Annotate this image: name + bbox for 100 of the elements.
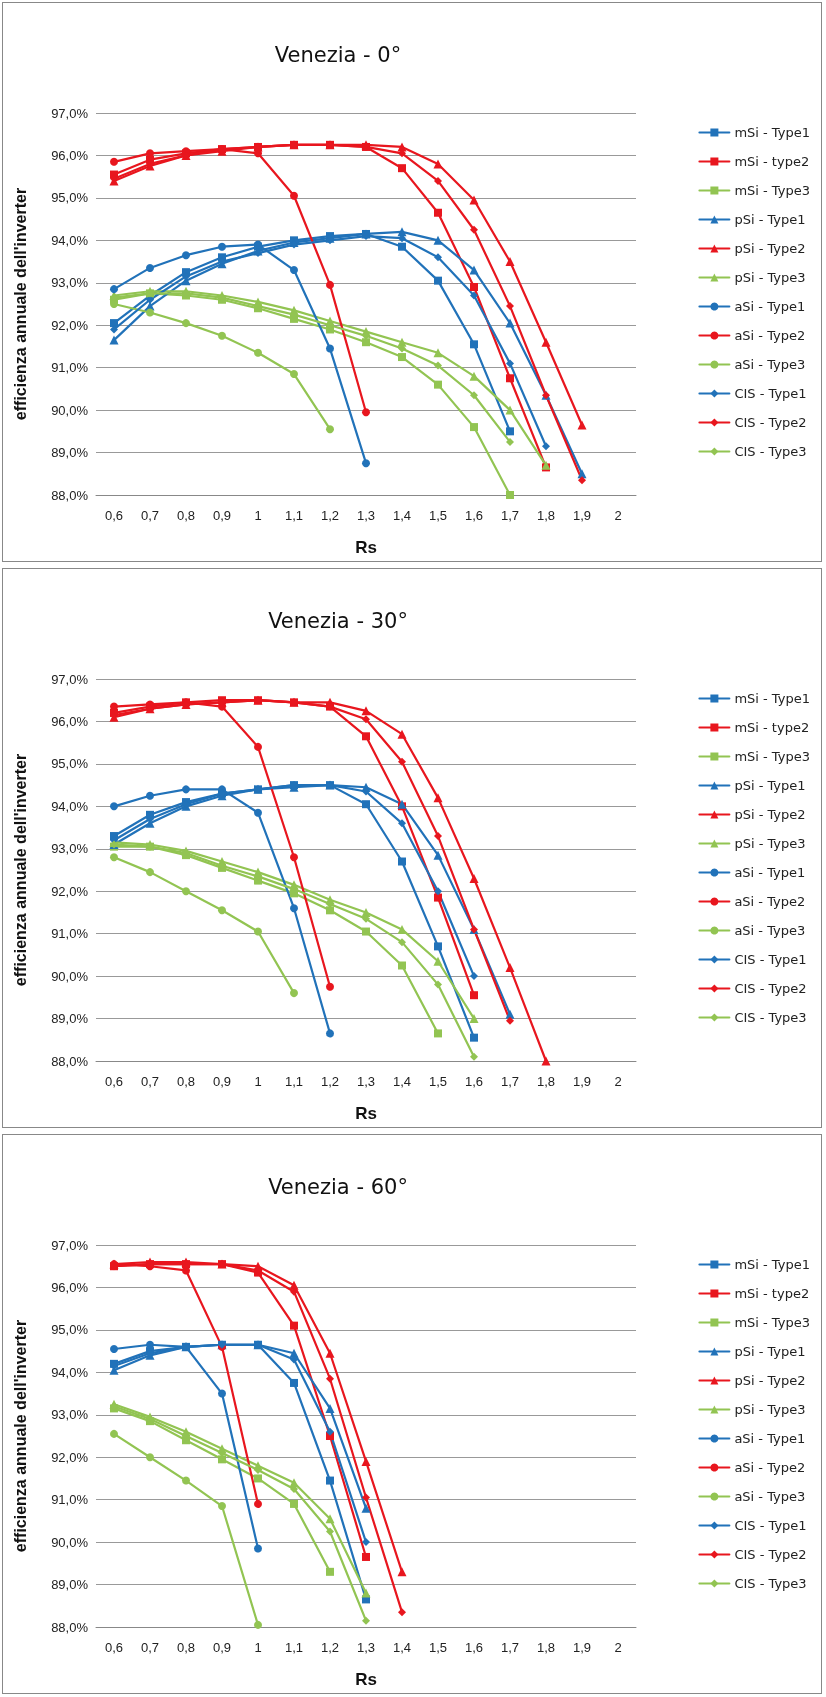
legend-label: CIS - Type1 [734, 1518, 807, 1533]
legend-label: pSi - Type1 [734, 1344, 806, 1359]
legend-label: pSi - Type1 [734, 778, 806, 793]
legend-label: CIS - Type1 [734, 952, 807, 967]
legend-label: pSi - Type2 [734, 241, 806, 256]
legend-label: pSi - Type3 [734, 270, 806, 285]
x-axis-title: Rs [355, 1670, 377, 1689]
legend-label: CIS - Type1 [734, 386, 807, 401]
y-tick-label: 95,0% [51, 1322, 89, 1338]
legend-label: CIS - Type3 [734, 444, 807, 459]
y-tick-label: 94,0% [51, 1364, 89, 1380]
legend-label: pSi - Type2 [734, 807, 806, 822]
x-tick-label: 1,7 [500, 508, 520, 523]
legend-label: CIS - Type3 [734, 1010, 807, 1025]
legend-label: aSi - Type1 [734, 1431, 806, 1446]
y-tick-label: 93,0% [51, 275, 89, 291]
x-tick-label: 1,8 [536, 508, 556, 523]
y-tick-label: 92,0% [51, 1449, 89, 1465]
x-tick-label: 1,1 [284, 1640, 304, 1655]
x-tick-label: 1,6 [464, 1640, 484, 1655]
legend-label: mSi - type2 [734, 720, 810, 735]
legend-label: aSi - Type3 [734, 1489, 806, 1504]
x-tick-label: 1 [254, 1074, 262, 1089]
y-tick-label: 93,0% [51, 1407, 89, 1423]
x-tick-label: 0,9 [212, 1074, 232, 1089]
y-tick-label: 96,0% [51, 147, 89, 163]
legend-label: mSi - Type1 [734, 1257, 811, 1272]
y-axis-title: efficienza annuale dell'inverter [11, 187, 29, 421]
x-tick-label: 0,7 [140, 1074, 160, 1089]
legend-label: mSi - type2 [734, 1286, 810, 1301]
x-tick-label: 1,9 [572, 1640, 592, 1655]
x-axis-title: Rs [355, 1104, 377, 1123]
legend-label: aSi - Type2 [734, 328, 806, 343]
legend-label: mSi - Type3 [734, 749, 811, 764]
chart-title: Venezia - 30° [268, 608, 408, 633]
x-tick-label: 2 [614, 1640, 622, 1655]
legend-label: CIS - Type2 [734, 1547, 807, 1562]
x-tick-label: 1,2 [320, 1074, 340, 1089]
x-tick-label: 1,9 [572, 508, 592, 523]
y-tick-label: 91,0% [51, 1492, 89, 1508]
y-tick-label: 90,0% [51, 402, 89, 418]
legend-label: mSi - Type1 [734, 691, 811, 706]
x-tick-label: 2 [614, 1074, 622, 1089]
y-tick-label: 88,0% [51, 1053, 89, 1069]
x-tick-label: 1,3 [356, 1074, 376, 1089]
x-axis-title: Rs [355, 538, 377, 557]
x-tick-label: 1,5 [428, 1074, 448, 1089]
y-tick-label: 89,0% [51, 1011, 89, 1027]
x-tick-label: 1,2 [320, 1640, 340, 1655]
y-tick-label: 92,0% [51, 883, 89, 899]
x-tick-label: 1,8 [536, 1640, 556, 1655]
y-tick-label: 90,0% [51, 1534, 89, 1550]
legend-label: aSi - Type3 [734, 923, 806, 938]
y-axis-title: efficienza annuale dell'inverter [11, 753, 29, 987]
y-tick-label: 96,0% [51, 1279, 89, 1295]
x-tick-label: 0,6 [104, 1074, 124, 1089]
x-tick-label: 1,5 [428, 508, 448, 523]
y-tick-label: 97,0% [51, 105, 89, 121]
x-tick-label: 1 [254, 508, 262, 523]
x-tick-label: 2 [614, 508, 622, 523]
x-tick-label: 1,7 [500, 1640, 520, 1655]
y-tick-label: 97,0% [51, 671, 89, 687]
x-tick-label: 1,5 [428, 1640, 448, 1655]
legend-label: mSi - Type3 [734, 1315, 811, 1330]
x-tick-label: 0,6 [104, 508, 124, 523]
x-tick-label: 1,3 [356, 1640, 376, 1655]
x-tick-label: 0,9 [212, 508, 232, 523]
legend-label: aSi - Type1 [734, 299, 806, 314]
x-tick-label: 0,8 [176, 1640, 196, 1655]
x-tick-label: 1,9 [572, 1074, 592, 1089]
x-tick-label: 1,7 [500, 1074, 520, 1089]
y-tick-label: 90,0% [51, 968, 89, 984]
y-tick-label: 92,0% [51, 317, 89, 333]
legend-label: pSi - Type2 [734, 1373, 806, 1388]
legend-label: mSi - type2 [734, 154, 810, 169]
legend-label: aSi - Type2 [734, 1460, 806, 1475]
legend-label: CIS - Type2 [734, 415, 807, 430]
legend-label: mSi - Type1 [734, 125, 811, 140]
y-tick-label: 94,0% [51, 798, 89, 814]
x-tick-label: 0,8 [176, 1074, 196, 1089]
x-tick-label: 0,7 [140, 1640, 160, 1655]
y-axis-title: efficienza annuale dell'inverter [11, 1319, 29, 1553]
x-tick-label: 0,6 [104, 1640, 124, 1655]
legend-label: aSi - Type1 [734, 865, 806, 880]
y-tick-label: 94,0% [51, 232, 89, 248]
x-tick-label: 1,6 [464, 1074, 484, 1089]
y-tick-label: 96,0% [51, 713, 89, 729]
y-tick-label: 89,0% [51, 1577, 89, 1593]
x-tick-label: 1,4 [392, 508, 412, 523]
y-tick-label: 91,0% [51, 360, 89, 376]
x-tick-label: 0,7 [140, 508, 160, 523]
y-tick-label: 89,0% [51, 445, 89, 461]
y-tick-label: 93,0% [51, 841, 89, 857]
y-tick-label: 97,0% [51, 1237, 89, 1253]
x-tick-label: 0,8 [176, 508, 196, 523]
y-tick-label: 95,0% [51, 756, 89, 772]
x-tick-label: 1,6 [464, 508, 484, 523]
x-tick-label: 1,3 [356, 508, 376, 523]
legend-label: pSi - Type1 [734, 212, 806, 227]
chart-title: Venezia - 0° [274, 42, 402, 67]
